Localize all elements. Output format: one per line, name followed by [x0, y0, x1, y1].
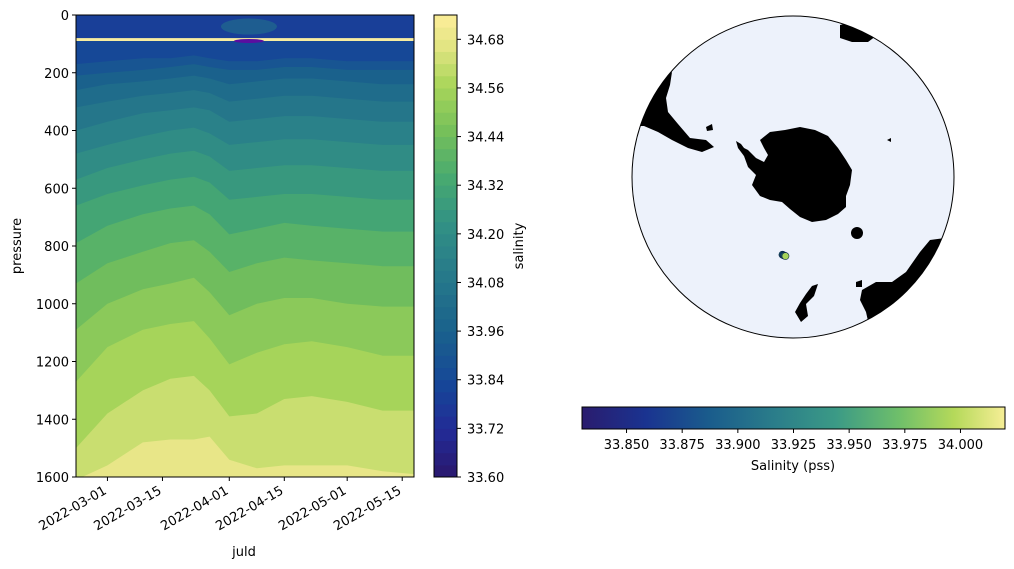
- x-axis-label: juld: [231, 545, 256, 560]
- colorbar-level: [434, 367, 457, 381]
- colorbar-level: [434, 318, 457, 332]
- colorbar-level: [434, 282, 457, 296]
- hcolorbar-tick-label: 33.925: [771, 438, 817, 453]
- colorbar-level: [434, 100, 457, 113]
- colorbar-level: [434, 160, 457, 174]
- salinity-colorbar: 33.60 33.72 33.84 33.96 34.08 34.20 34.32 34.44…: [433, 14, 527, 486]
- horizontal-colorbar: [581, 406, 1006, 430]
- y-tick-label: 600: [44, 182, 69, 197]
- colorbar-frame: [433, 14, 458, 478]
- colorbar-level: [434, 209, 457, 223]
- map-boundary: [631, 15, 955, 339]
- colorbar-level: [434, 148, 457, 162]
- hcolorbar-tick-label: 33.950: [826, 438, 872, 453]
- new-zealand: [795, 284, 818, 322]
- colorbar-level: [434, 63, 457, 77]
- kerguelen: [887, 138, 891, 142]
- colorbar-level: [434, 379, 457, 393]
- horizontal-colorbar-label: Salinity (pss): [751, 459, 835, 474]
- colorbar-level: [434, 428, 457, 442]
- low-salinity-streak: [233, 38, 264, 43]
- colorbar-label: salinity: [512, 222, 527, 269]
- colorbar-level: [434, 331, 457, 344]
- colorbar-tick-label: 33.72: [467, 422, 504, 437]
- colorbar-level: [434, 404, 457, 417]
- colorbar-level: [434, 391, 457, 405]
- tasmania: [856, 280, 862, 287]
- colorbar-level: [434, 343, 457, 356]
- y-axis-ticks: 0 200 400 600 800 1000 1200 1400 1600: [36, 9, 76, 486]
- y-tick-label: 1400: [36, 413, 69, 428]
- africa-tip: [840, 22, 876, 42]
- hcolorbar-tick-label: 34.000: [938, 438, 984, 453]
- colorbar-level: [434, 270, 457, 283]
- south-polar-map: [631, 15, 955, 339]
- colorbar-level: [434, 246, 457, 259]
- colorbar-level: [434, 355, 457, 369]
- antarctica: [740, 127, 852, 222]
- colorbar-level: [434, 112, 457, 125]
- colorbar-level: [434, 197, 457, 211]
- colorbar-tick-label: 33.84: [467, 374, 504, 389]
- hcolorbar-tick-label: 33.900: [715, 438, 761, 453]
- falklands: [706, 124, 713, 131]
- colorbar-levels: [434, 15, 457, 478]
- antarctic-peninsula: [736, 141, 747, 156]
- contour-band: [82, 436, 414, 477]
- y-tick-label: 800: [44, 240, 69, 255]
- map-salinity-colorbar: 33.850 33.875 33.900 33.925 33.950 33.975 34.0…: [581, 406, 1006, 474]
- y-tick-label: 400: [44, 125, 69, 140]
- colorbar-level: [434, 294, 457, 308]
- surface-anomaly: [220, 18, 277, 35]
- profile-point: [781, 252, 790, 260]
- salinity-contour-plot: 2022-03-012022-03-152022-04-012022-04-15…: [10, 9, 415, 560]
- colorbar-level: [434, 440, 457, 454]
- colorbar-level: [434, 39, 457, 52]
- y-tick-label: 0: [61, 9, 69, 24]
- colorbar-level: [434, 233, 457, 247]
- y-tick-label: 1600: [36, 471, 69, 486]
- colorbar-tick-label: 34.32: [467, 179, 504, 194]
- colorbar-level: [434, 87, 457, 101]
- colorbar-ticks: 33.60 33.72 33.84 33.96 34.08 34.20 34.32 34.44…: [457, 33, 504, 486]
- float-position-island: [851, 227, 863, 239]
- x-axis-ticks: 2022-03-012022-03-152022-04-012022-04-15…: [37, 477, 404, 534]
- colorbar-level: [434, 173, 457, 186]
- colorbar-level: [434, 75, 457, 89]
- colorbar-level: [434, 15, 457, 28]
- y-tick-label: 1200: [36, 356, 69, 371]
- colorbar-level: [434, 464, 457, 478]
- y-tick-label: 200: [44, 67, 69, 82]
- colorbar-tick-label: 34.08: [467, 276, 504, 291]
- colorbar-level: [434, 306, 457, 320]
- hcolorbar-tick-label: 33.975: [882, 438, 928, 453]
- colorbar-tick-label: 33.60: [467, 471, 504, 486]
- colorbar-tick-label: 33.96: [467, 325, 504, 340]
- hcolorbar-tick-label: 33.850: [604, 438, 650, 453]
- colorbar-level: [434, 185, 457, 198]
- hcolorbar-tick-label: 33.875: [659, 438, 705, 453]
- colorbar-level: [434, 416, 457, 429]
- colorbar-level: [434, 136, 457, 150]
- colorbar-level: [434, 452, 457, 466]
- colorbar-tick-label: 34.56: [467, 82, 504, 97]
- colorbar-tick-label: 34.20: [467, 228, 504, 243]
- colorbar-tick-label: 34.68: [467, 33, 504, 48]
- colorbar-tick-label: 34.44: [467, 131, 504, 146]
- colorbar-level: [434, 51, 457, 65]
- contour-bands: [76, 15, 414, 477]
- colorbar-level: [434, 27, 457, 40]
- colorbar-level: [434, 124, 457, 138]
- colorbar-level: [434, 258, 457, 271]
- colorbar-level: [434, 221, 457, 235]
- y-axis-label: pressure: [10, 218, 25, 274]
- float-profile-points: [778, 250, 790, 260]
- y-tick-label: 1000: [36, 298, 69, 313]
- horizontal-colorbar-ticks: 33.850 33.875 33.900 33.925 33.950 33.975 34.0…: [604, 429, 983, 453]
